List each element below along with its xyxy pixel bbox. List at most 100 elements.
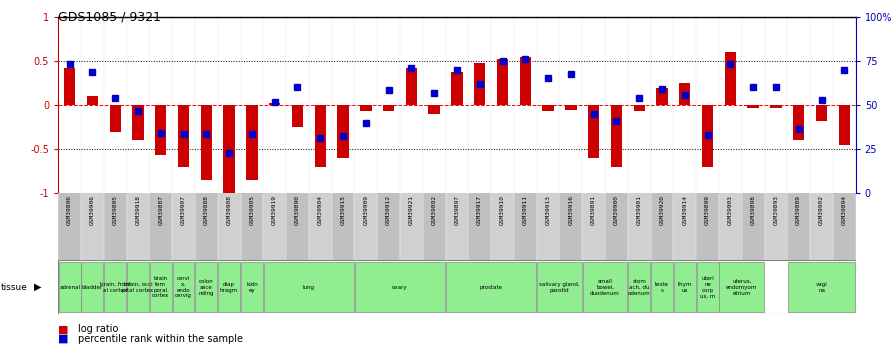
Text: colon
asce
nding: colon asce nding (199, 279, 214, 296)
Text: salivary gland,
parotid: salivary gland, parotid (539, 282, 580, 293)
Text: stom
ach, du
odenum: stom ach, du odenum (628, 279, 650, 296)
Text: thym
us: thym us (677, 282, 692, 293)
Bar (702, 105, 713, 167)
Bar (104, 262, 126, 312)
Bar (201, 105, 212, 180)
Bar (428, 105, 440, 114)
Text: cervi
x,
endo
cervig: cervi x, endo cervig (175, 276, 192, 298)
Bar (696, 193, 719, 260)
Text: GSM39918: GSM39918 (135, 195, 141, 225)
Text: GSM39906: GSM39906 (90, 195, 95, 225)
Text: GSM39891: GSM39891 (591, 195, 596, 225)
Bar (793, 105, 805, 140)
Bar (150, 262, 172, 312)
Bar (155, 105, 167, 155)
Text: percentile rank within the sample: percentile rank within the sample (78, 334, 243, 344)
Text: tissue: tissue (1, 283, 28, 292)
Text: GSM39920: GSM39920 (659, 195, 665, 225)
Bar (697, 262, 719, 312)
Text: GSM39893: GSM39893 (773, 195, 779, 225)
Text: GSM39913: GSM39913 (546, 195, 551, 225)
Bar (725, 52, 737, 105)
Text: adrenal: adrenal (59, 285, 80, 290)
Bar (355, 262, 445, 312)
Bar (177, 105, 189, 167)
Bar (406, 68, 417, 105)
Text: bladder: bladder (82, 285, 103, 290)
Bar (150, 193, 172, 260)
Bar (788, 262, 855, 312)
Bar (633, 105, 645, 111)
Text: log ratio: log ratio (78, 325, 118, 334)
Bar (59, 262, 81, 312)
Text: GDS1085 / 9321: GDS1085 / 9321 (58, 10, 161, 23)
Bar (360, 105, 372, 111)
Bar (263, 193, 286, 260)
Bar (565, 105, 577, 110)
Text: teste
s: teste s (655, 282, 669, 293)
Bar (833, 193, 856, 260)
Text: GSM39921: GSM39921 (409, 195, 414, 225)
Text: small
bowel,
duodenum: small bowel, duodenum (590, 279, 620, 296)
Text: GSM39902: GSM39902 (819, 195, 824, 225)
Text: GSM39919: GSM39919 (272, 195, 277, 225)
Bar (810, 193, 833, 260)
Text: GSM39895: GSM39895 (113, 195, 117, 225)
Bar (246, 105, 258, 180)
Bar (286, 193, 309, 260)
Bar (269, 102, 280, 105)
Text: GSM39914: GSM39914 (682, 195, 687, 225)
Bar (126, 193, 150, 260)
Text: GSM39888: GSM39888 (203, 195, 209, 225)
Bar (674, 193, 696, 260)
Text: prostate: prostate (479, 285, 503, 290)
Bar (542, 105, 554, 111)
Bar (241, 262, 263, 312)
Text: GSM39892: GSM39892 (432, 195, 436, 225)
Bar (496, 59, 508, 105)
Text: vagi
na: vagi na (815, 282, 827, 293)
Bar (628, 262, 650, 312)
Bar (446, 262, 536, 312)
Text: uteri
ne
corp
us, m: uteri ne corp us, m (700, 276, 715, 298)
Bar (195, 262, 217, 312)
Bar (292, 105, 303, 127)
Bar (172, 193, 195, 260)
Bar (337, 105, 349, 158)
Bar (195, 193, 218, 260)
Text: GSM39901: GSM39901 (637, 195, 642, 225)
Bar (452, 72, 462, 105)
Bar (742, 193, 764, 260)
Text: GSM39896: GSM39896 (67, 195, 73, 225)
Bar (469, 193, 491, 260)
Bar (582, 193, 605, 260)
Text: GSM39898: GSM39898 (751, 195, 755, 225)
Bar (58, 193, 81, 260)
Text: GSM39908: GSM39908 (227, 195, 232, 225)
Text: GSM39915: GSM39915 (340, 195, 346, 225)
Text: GSM39887: GSM39887 (159, 195, 163, 225)
Text: GSM39907: GSM39907 (181, 195, 186, 225)
Text: GSM39910: GSM39910 (500, 195, 505, 225)
Bar (764, 193, 788, 260)
Bar (64, 68, 75, 105)
Bar (383, 105, 394, 111)
Bar (491, 193, 514, 260)
Text: ▶: ▶ (34, 282, 41, 292)
Bar (87, 96, 98, 105)
Bar (355, 193, 377, 260)
Text: GSM39889: GSM39889 (797, 195, 801, 225)
Text: GSM39904: GSM39904 (318, 195, 323, 225)
Bar (679, 83, 691, 105)
Bar (474, 63, 486, 105)
Bar (747, 105, 759, 108)
Text: GSM39909: GSM39909 (363, 195, 368, 225)
Bar (133, 105, 143, 140)
Bar (82, 262, 103, 312)
Text: lung: lung (303, 285, 314, 290)
Bar (537, 193, 559, 260)
Text: GSM39911: GSM39911 (522, 195, 528, 225)
Bar (445, 193, 469, 260)
Bar (423, 193, 445, 260)
Text: uterus,
endomyom
etrium: uterus, endomyom etrium (726, 279, 757, 296)
